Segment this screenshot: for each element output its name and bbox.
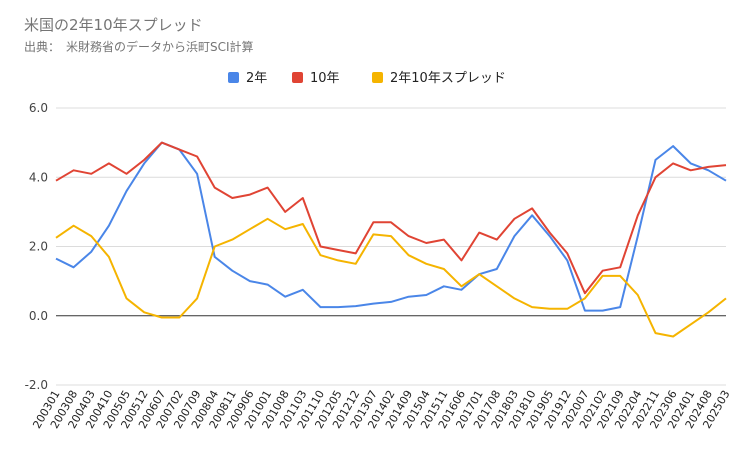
legend-swatch	[292, 72, 303, 83]
x-axis: 2003012003082004032004102005052005122006…	[30, 388, 732, 431]
y-axis: -2.0 0.0 2.0 4.0 6.0	[25, 101, 48, 392]
series-line-2	[55, 141, 727, 295]
series-line-1	[55, 141, 727, 312]
y-tick-label: 6.0	[29, 101, 48, 115]
chart-title: 米国の2年10年スプレッド	[24, 16, 203, 34]
y-tick-label: 4.0	[29, 170, 48, 184]
y-tick-label: 2.0	[29, 240, 48, 254]
legend-label: 2年10年スプレッド	[390, 71, 506, 86]
gridlines	[56, 107, 726, 386]
legend-label: 2年	[246, 71, 267, 86]
series-line-3	[55, 217, 727, 338]
chart-legend: 2年 10年 2年10年スプレッド	[228, 71, 506, 86]
y-tick-label: -2.0	[25, 378, 48, 392]
series-group	[55, 141, 727, 338]
legend-label: 10年	[310, 71, 340, 86]
legend-swatch	[228, 72, 239, 83]
legend-swatch	[372, 72, 383, 83]
chart-subtitle: 出典： 米財務省のデータから浜町SCI計算	[24, 40, 254, 54]
y-tick-label: 0.0	[29, 309, 48, 323]
